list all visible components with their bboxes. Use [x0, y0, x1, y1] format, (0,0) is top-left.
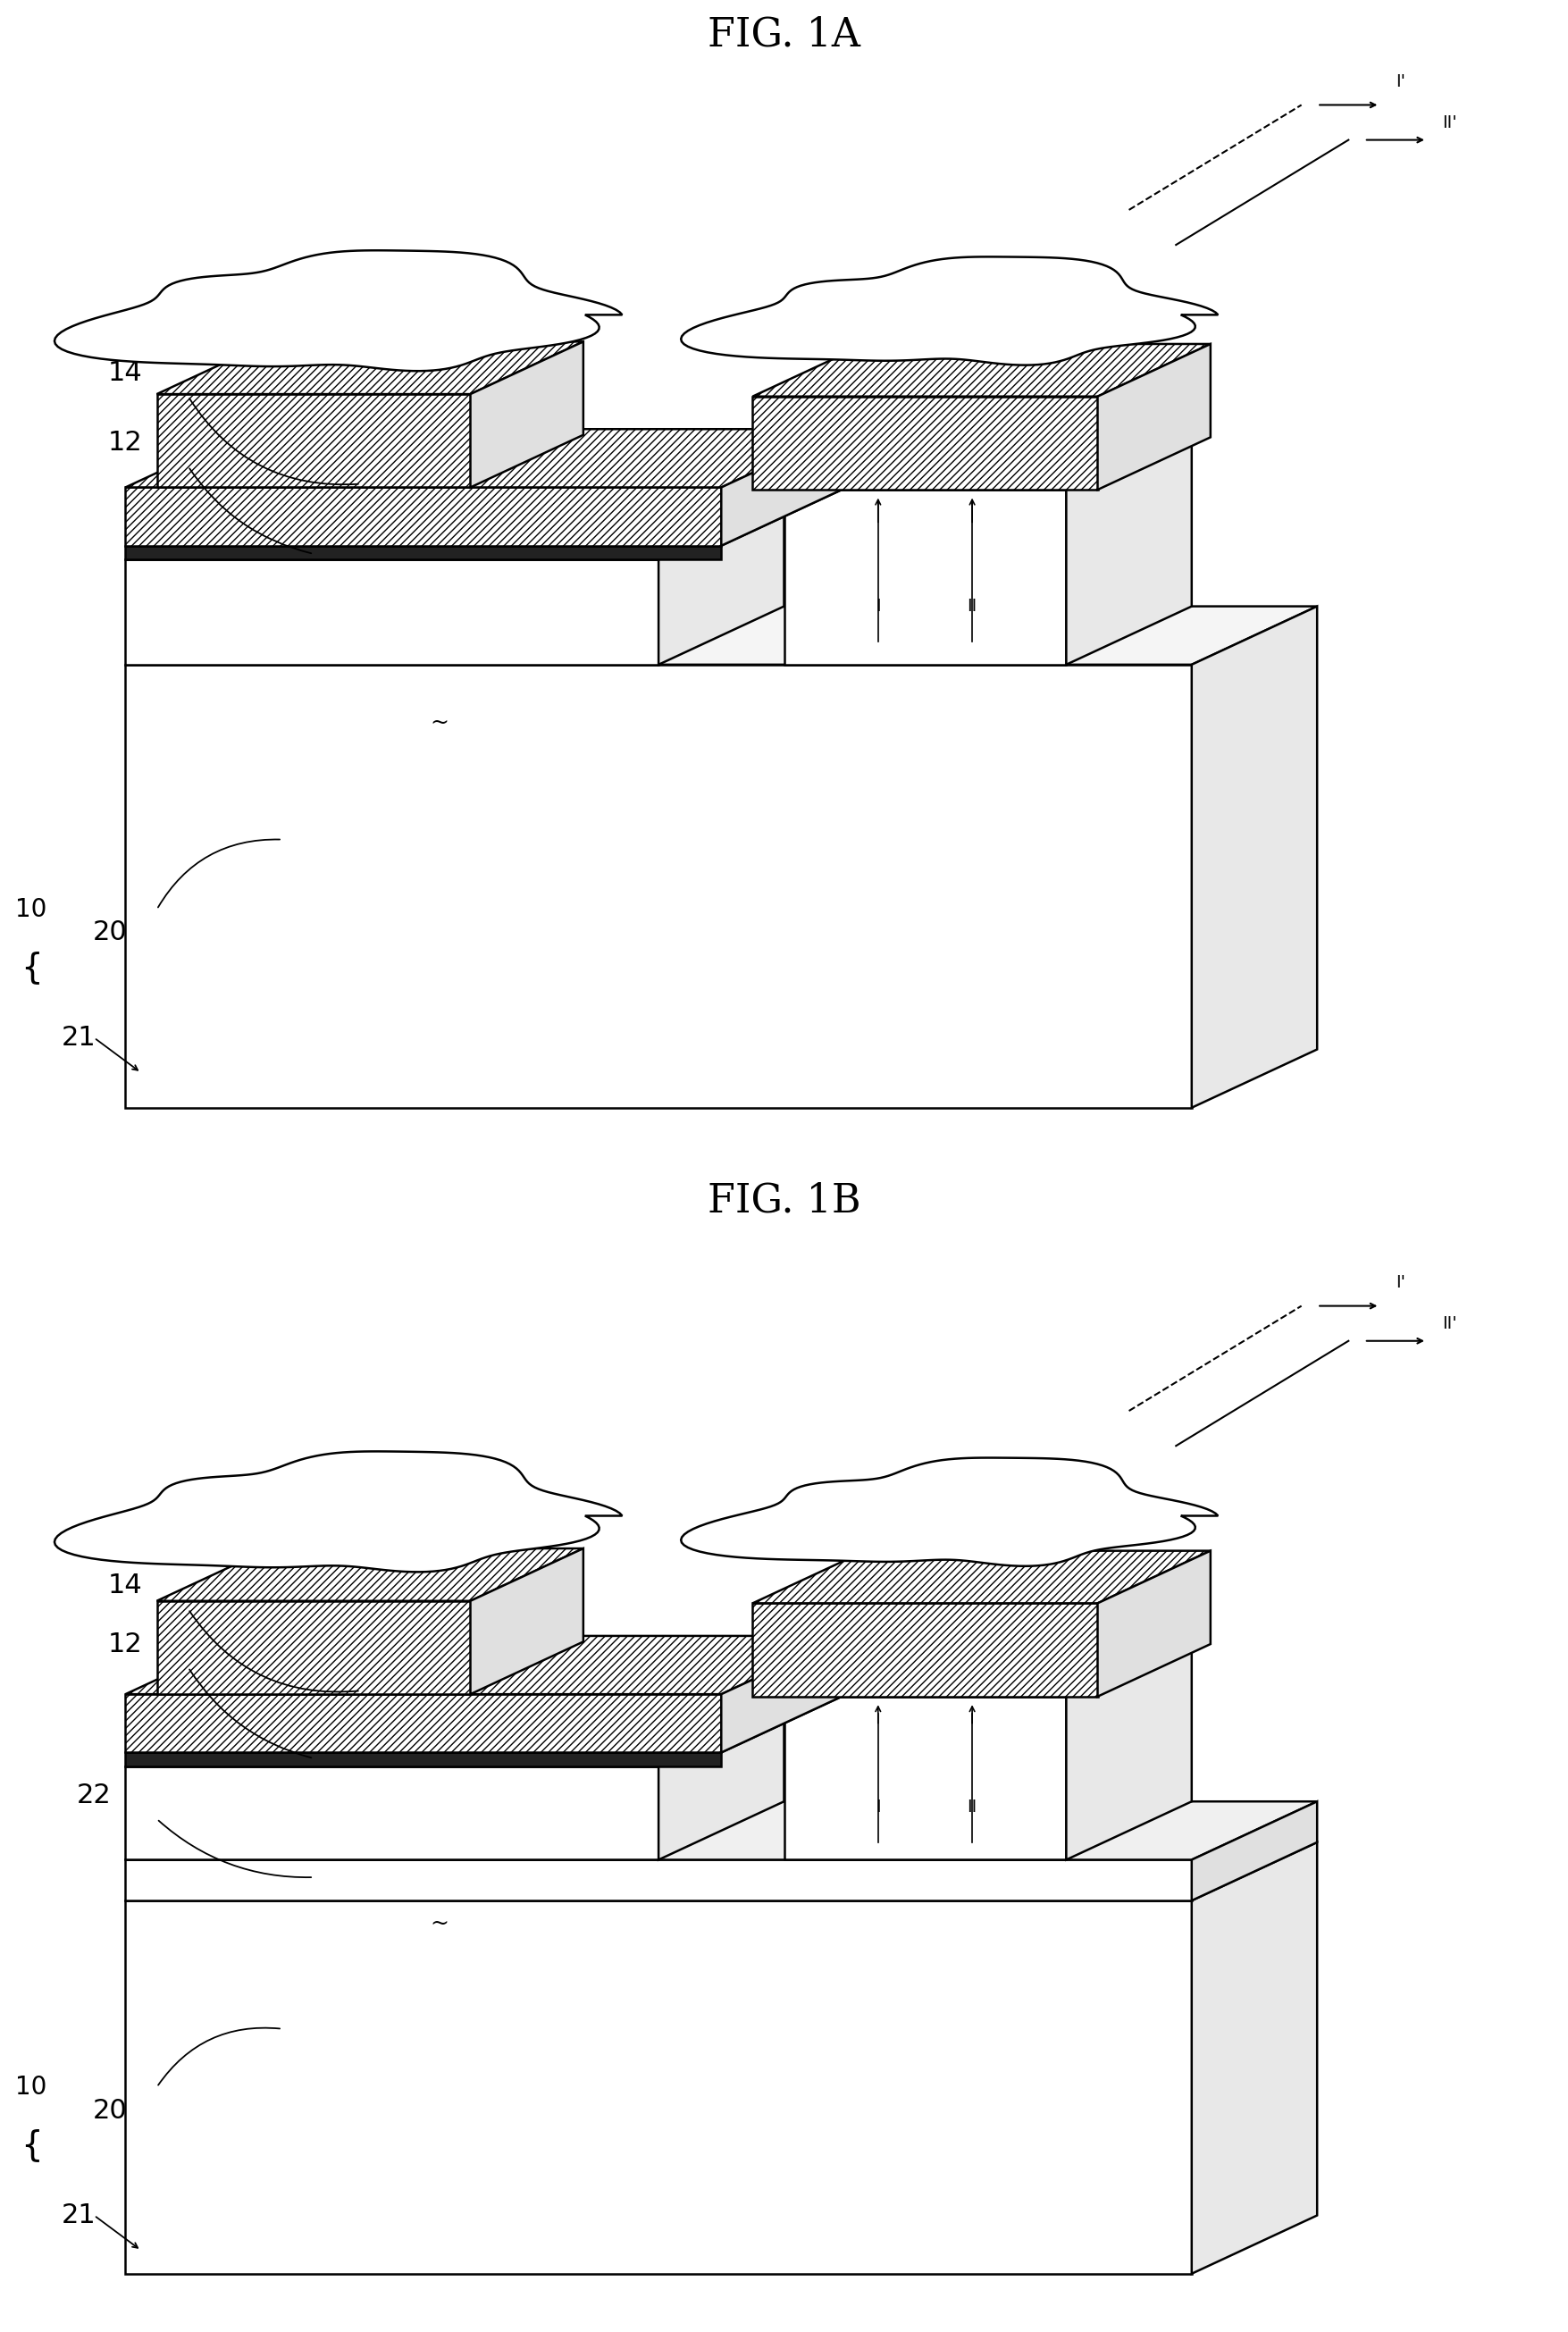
Text: 10: 10: [16, 898, 47, 921]
Polygon shape: [125, 546, 721, 560]
Polygon shape: [659, 501, 784, 665]
Polygon shape: [125, 606, 1317, 665]
Text: 22: 22: [77, 1782, 111, 1810]
Polygon shape: [721, 1637, 847, 1754]
Text: FIG. 1B: FIG. 1B: [707, 1182, 861, 1220]
Text: I: I: [875, 597, 881, 616]
Polygon shape: [1192, 1842, 1317, 2274]
Text: I': I': [1396, 72, 1405, 91]
Polygon shape: [125, 487, 721, 546]
Polygon shape: [125, 1707, 784, 1768]
Text: II: II: [967, 597, 977, 616]
Polygon shape: [784, 490, 1066, 665]
Text: I': I': [1396, 1273, 1405, 1292]
Polygon shape: [784, 431, 1192, 490]
Polygon shape: [125, 560, 659, 665]
Polygon shape: [1098, 1551, 1210, 1698]
Polygon shape: [125, 1842, 1317, 1901]
Text: 21: 21: [61, 1024, 96, 1052]
Polygon shape: [1066, 431, 1192, 665]
Polygon shape: [753, 343, 1210, 396]
Polygon shape: [157, 1600, 470, 1693]
Polygon shape: [470, 340, 583, 487]
Text: FIG. 1A: FIG. 1A: [707, 16, 861, 54]
Text: ~: ~: [430, 714, 448, 732]
Polygon shape: [659, 1707, 784, 1861]
Polygon shape: [55, 250, 622, 371]
Text: II': II': [1443, 1315, 1457, 1332]
Polygon shape: [157, 340, 583, 394]
Text: 12: 12: [108, 1630, 143, 1658]
Polygon shape: [125, 1800, 1317, 1861]
Polygon shape: [1066, 1637, 1192, 1861]
Polygon shape: [125, 1693, 721, 1754]
Polygon shape: [125, 665, 1192, 1108]
Text: 20: 20: [93, 919, 127, 947]
Polygon shape: [784, 1637, 1192, 1698]
Polygon shape: [721, 429, 847, 546]
Text: I: I: [875, 1798, 881, 1817]
Polygon shape: [125, 1754, 721, 1768]
Text: 10: 10: [16, 2075, 47, 2099]
Polygon shape: [125, 1861, 1192, 1901]
Polygon shape: [125, 487, 847, 546]
Polygon shape: [753, 1551, 1210, 1604]
Text: {: {: [20, 2129, 42, 2162]
Text: II': II': [1443, 114, 1457, 131]
Text: 20: 20: [93, 2096, 127, 2124]
Polygon shape: [753, 1604, 1098, 1698]
Polygon shape: [1192, 1800, 1317, 1901]
Text: 21: 21: [61, 2201, 96, 2229]
Text: ~: ~: [430, 1915, 448, 1933]
Polygon shape: [470, 1548, 583, 1693]
Polygon shape: [157, 1548, 583, 1600]
Polygon shape: [784, 1698, 1066, 1861]
Polygon shape: [157, 394, 470, 487]
Polygon shape: [125, 1901, 1192, 2274]
Text: 14: 14: [108, 359, 143, 387]
Polygon shape: [125, 1693, 847, 1754]
Polygon shape: [125, 429, 847, 487]
Polygon shape: [681, 1458, 1218, 1567]
Polygon shape: [125, 501, 784, 560]
Polygon shape: [681, 257, 1218, 366]
Polygon shape: [125, 1637, 847, 1693]
Text: 12: 12: [108, 429, 143, 457]
Polygon shape: [753, 396, 1098, 490]
Polygon shape: [55, 1451, 622, 1572]
Text: {: {: [20, 951, 42, 984]
Polygon shape: [125, 1768, 659, 1861]
Text: II: II: [967, 1798, 977, 1817]
Polygon shape: [1098, 343, 1210, 490]
Polygon shape: [1192, 606, 1317, 1108]
Text: 14: 14: [108, 1572, 143, 1600]
